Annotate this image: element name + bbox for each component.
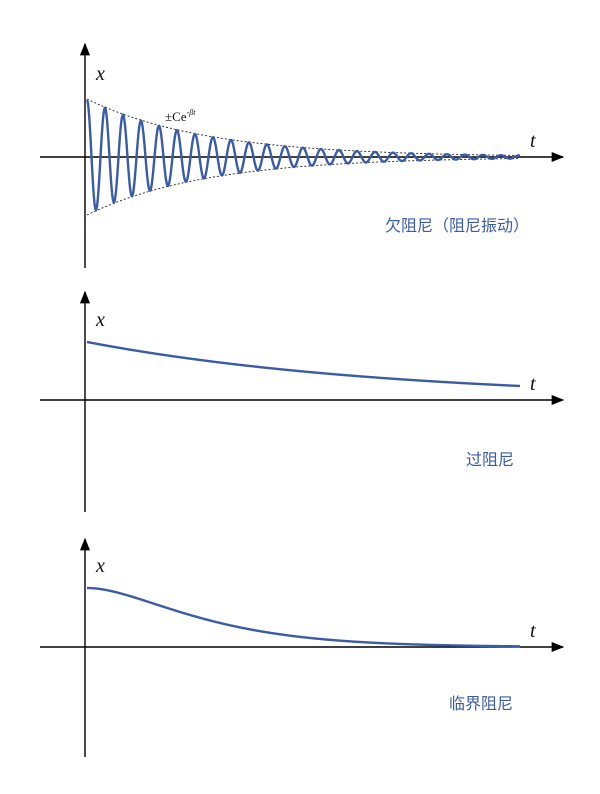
- panel-underdamped: x t ±Ce-βt 欠阻尼（阻尼振动）: [40, 42, 565, 268]
- t-label: t: [530, 130, 536, 152]
- envelope-base: ±Ce: [165, 109, 187, 124]
- envelope-exponent: -βt: [187, 108, 197, 117]
- caption: 临界阻尼: [449, 694, 513, 713]
- x-label: x: [95, 555, 105, 577]
- curve: [85, 99, 521, 213]
- x-label: x: [95, 63, 105, 85]
- t-label: t: [530, 620, 536, 642]
- envelope: [86, 158, 520, 216]
- caption: 欠阻尼（阻尼振动）: [385, 216, 529, 235]
- caption: 过阻尼: [466, 450, 514, 469]
- envelope-label: ±Ce-βt: [165, 108, 196, 124]
- panel-critical: x t 临界阻尼: [40, 537, 565, 757]
- t-label: t: [530, 373, 536, 395]
- curve: [86, 340, 521, 388]
- x-label: x: [95, 309, 105, 331]
- curve: [87, 586, 520, 648]
- panel-overdamped: x t 过阻尼: [40, 290, 565, 512]
